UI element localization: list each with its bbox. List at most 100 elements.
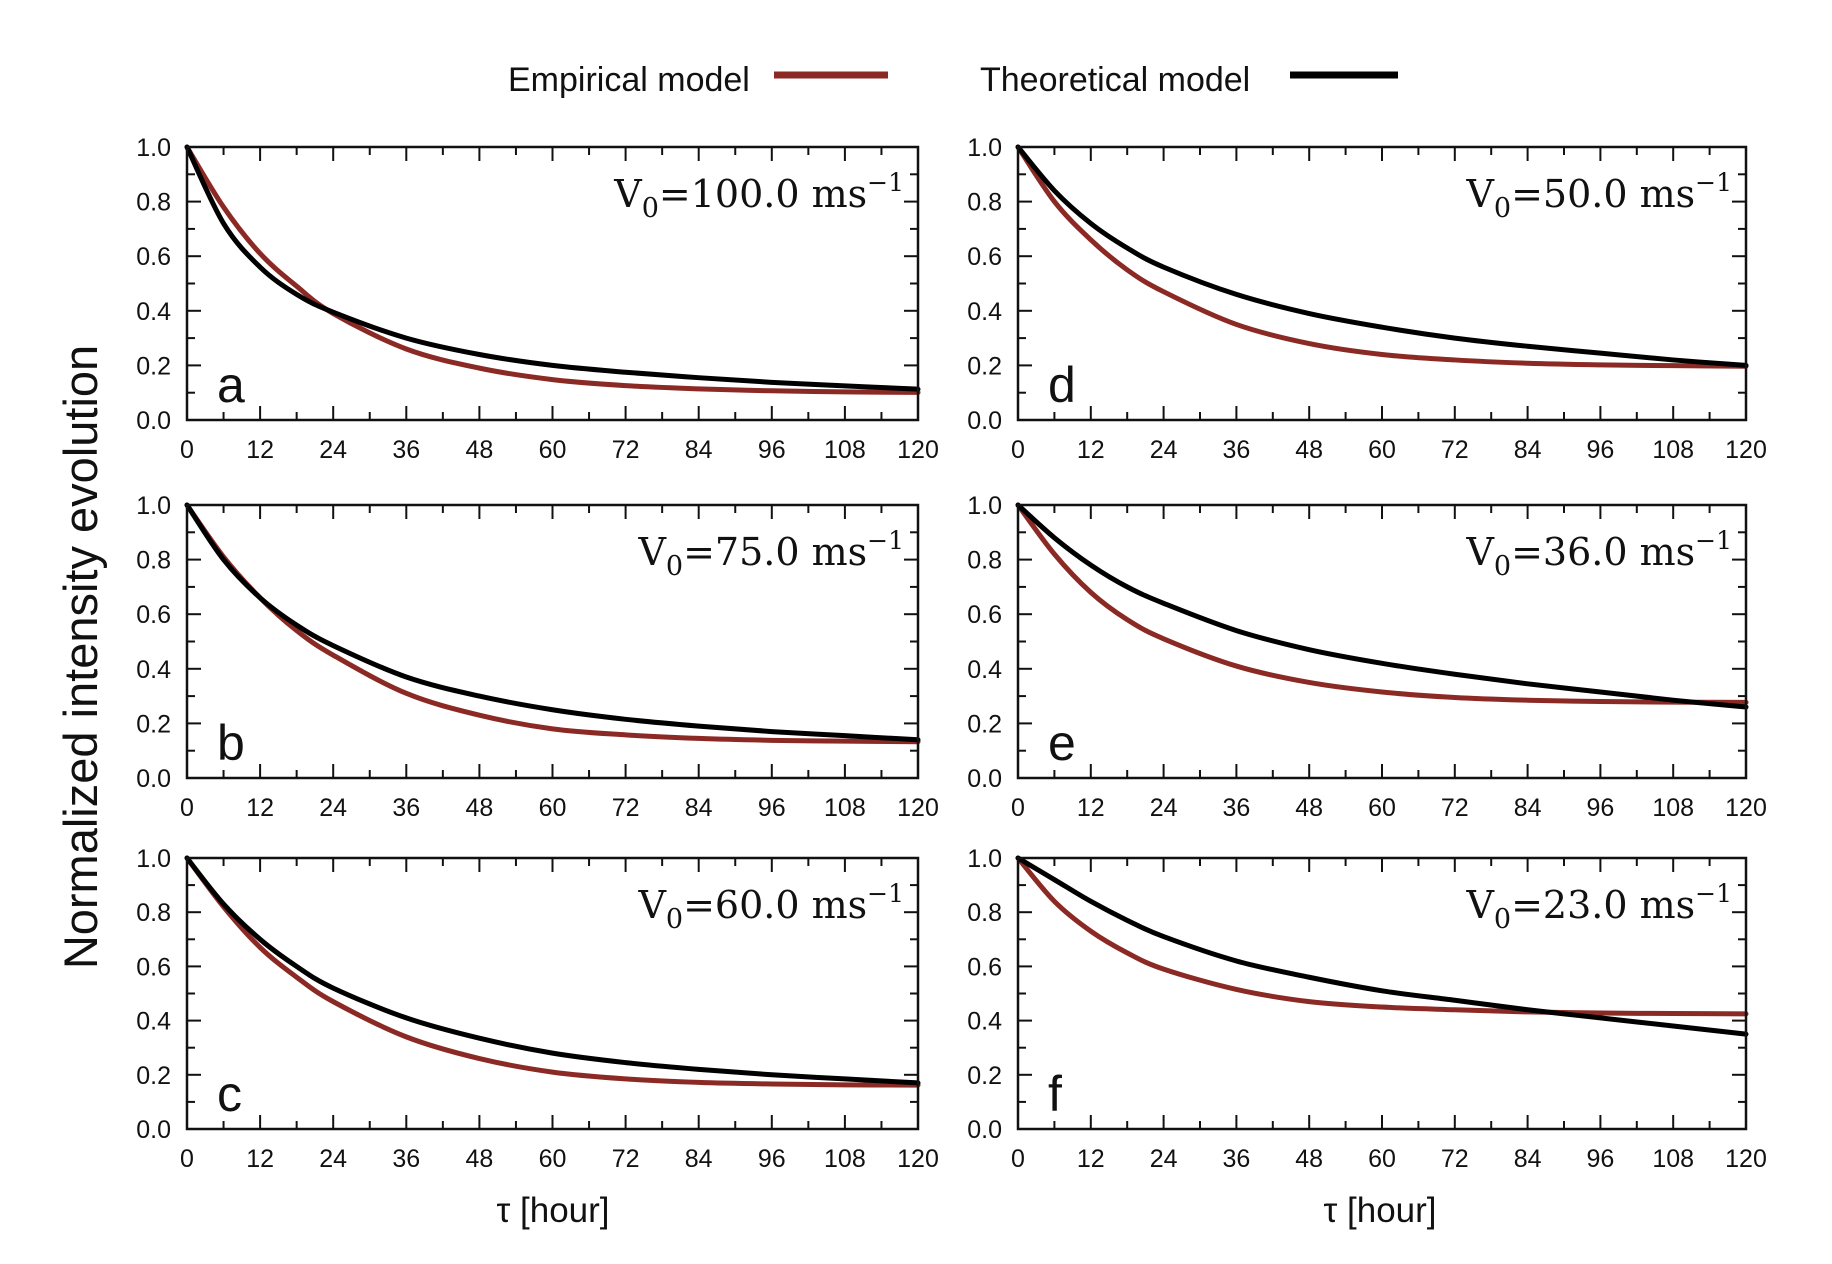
y-tick-label: 0.4 <box>967 1008 1002 1036</box>
x-tick-label: 108 <box>1652 794 1694 822</box>
y-tick-label: 0.2 <box>136 1062 171 1090</box>
y-tick-label: 0.6 <box>967 601 1002 629</box>
x-tick-label: 0 <box>1011 436 1025 464</box>
panel-letter: d <box>1048 357 1076 413</box>
x-tick-label: 60 <box>1368 794 1396 822</box>
velocity-annotation: V0=50.0 ms−1 <box>1465 168 1732 224</box>
x-tick-label: 60 <box>539 1145 567 1173</box>
x-tick-label: 0 <box>1011 1145 1025 1173</box>
x-tick-label: 0 <box>180 1145 194 1173</box>
x-tick-label: 12 <box>246 1145 274 1173</box>
y-tick-label: 0.6 <box>967 953 1002 981</box>
annotation-subscript: 0 <box>1494 551 1511 582</box>
y-tick-label: 0.2 <box>967 352 1002 380</box>
x-tick-label: 36 <box>1222 794 1250 822</box>
y-tick-label: 0.4 <box>967 298 1002 326</box>
y-tick-label: 0.6 <box>136 601 171 629</box>
x-tick-label: 108 <box>1652 1145 1694 1173</box>
annotation-symbol: V <box>637 530 666 574</box>
annotation-symbol: V <box>1465 883 1494 927</box>
x-tick-label: 72 <box>1441 794 1469 822</box>
x-tick-label: 12 <box>246 436 274 464</box>
x-tick-label: 60 <box>1368 1145 1396 1173</box>
series-line-empirical <box>1015 855 1749 1017</box>
y-tick-label: 0.4 <box>136 298 171 326</box>
panel-letter: b <box>217 715 245 771</box>
annotation-value: =100.0 ms <box>659 172 867 216</box>
annotation-subscript: 0 <box>666 904 683 935</box>
annotation-superscript: −1 <box>1695 879 1732 908</box>
y-tick-label: 0.2 <box>967 710 1002 738</box>
y-tick-label: 0.6 <box>967 243 1002 271</box>
plot-frame <box>1016 145 1748 422</box>
x-tick-label: 96 <box>758 794 786 822</box>
x-tick-label: 84 <box>685 436 713 464</box>
x-tick-label: 84 <box>1514 794 1542 822</box>
x-tick-label: 48 <box>465 794 493 822</box>
velocity-annotation: V0=75.0 ms−1 <box>637 526 904 582</box>
panel-b: 0 12 24 36 48 60 72 84 96 108 120 0.0 0.2 0.4 0.6 0.8 1.… <box>136 492 939 822</box>
panel-d: 0 12 24 36 48 60 72 84 96 108 120 0.0 0.2 0.4 0.6 0.8 1.… <box>967 134 1767 464</box>
y-tick-label: 0.2 <box>967 1062 1002 1090</box>
plot-frame <box>185 145 920 422</box>
x-tick-label: 120 <box>1725 794 1767 822</box>
y-tick-label: 0.8 <box>967 899 1002 927</box>
series-line-empirical <box>1015 144 1749 369</box>
x-tick-label: 84 <box>685 794 713 822</box>
annotation-symbol: V <box>1465 172 1494 216</box>
annotation-symbol: V <box>637 883 666 927</box>
x-tick-label: 24 <box>1150 794 1178 822</box>
y-axis-label: Normalized intensity evolution <box>54 345 107 969</box>
annotation-superscript: −1 <box>867 526 904 555</box>
y-tick-label: 1.0 <box>136 492 171 520</box>
series-line-theoretical <box>1015 144 1749 368</box>
x-tick-label: 84 <box>685 1145 713 1173</box>
y-tick-label: 0.6 <box>136 953 171 981</box>
panel-letter: e <box>1048 715 1076 771</box>
y-tick-label: 1.0 <box>136 845 171 873</box>
annotation-superscript: −1 <box>867 879 904 908</box>
x-tick-label: 96 <box>758 436 786 464</box>
series-line-empirical <box>184 144 921 395</box>
x-axis-label-right: τ [hour] <box>1323 1191 1436 1230</box>
x-tick-label: 36 <box>392 794 420 822</box>
series-line-theoretical <box>184 502 921 743</box>
x-tick-label: 24 <box>1150 436 1178 464</box>
y-tick-label: 0.4 <box>967 656 1002 684</box>
x-tick-label: 72 <box>1441 436 1469 464</box>
x-tick-label: 48 <box>465 1145 493 1173</box>
x-tick-label: 12 <box>1077 1145 1105 1173</box>
y-tick-label: 0.0 <box>136 765 171 793</box>
x-tick-label: 72 <box>612 794 640 822</box>
x-tick-label: 48 <box>1295 794 1323 822</box>
y-tick-label: 0.8 <box>136 547 171 575</box>
x-tick-label: 36 <box>392 436 420 464</box>
x-tick-label: 120 <box>1725 436 1767 464</box>
y-tick-label: 1.0 <box>967 134 1002 162</box>
series-line-empirical <box>184 855 921 1088</box>
x-tick-label: 36 <box>1222 436 1250 464</box>
panel-a: 0 12 24 36 48 60 72 84 96 108 120 0.0 0.2 0.4 0.6 0.8 1.… <box>136 134 939 464</box>
y-tick-label: 1.0 <box>136 134 171 162</box>
plot-frame <box>185 503 920 780</box>
x-tick-label: 84 <box>1514 436 1542 464</box>
velocity-annotation: V0=36.0 ms−1 <box>1465 526 1732 582</box>
series-line-theoretical <box>1015 855 1749 1037</box>
plot-frame <box>1016 503 1748 780</box>
y-tick-label: 0.6 <box>136 243 171 271</box>
panel-letter: a <box>217 357 245 413</box>
y-tick-label: 0.4 <box>136 1008 171 1036</box>
x-tick-label: 24 <box>319 436 347 464</box>
y-tick-label: 0.8 <box>967 547 1002 575</box>
x-tick-label: 36 <box>392 1145 420 1173</box>
plot-frame <box>185 856 920 1131</box>
annotation-symbol: V <box>613 172 642 216</box>
annotation-subscript: 0 <box>1494 904 1511 935</box>
y-tick-label: 0.0 <box>967 1116 1002 1144</box>
x-tick-label: 108 <box>824 794 866 822</box>
x-tick-label: 108 <box>824 436 866 464</box>
x-tick-label: 36 <box>1222 1145 1250 1173</box>
x-tick-label: 120 <box>1725 1145 1767 1173</box>
y-tick-label: 0.8 <box>967 189 1002 217</box>
